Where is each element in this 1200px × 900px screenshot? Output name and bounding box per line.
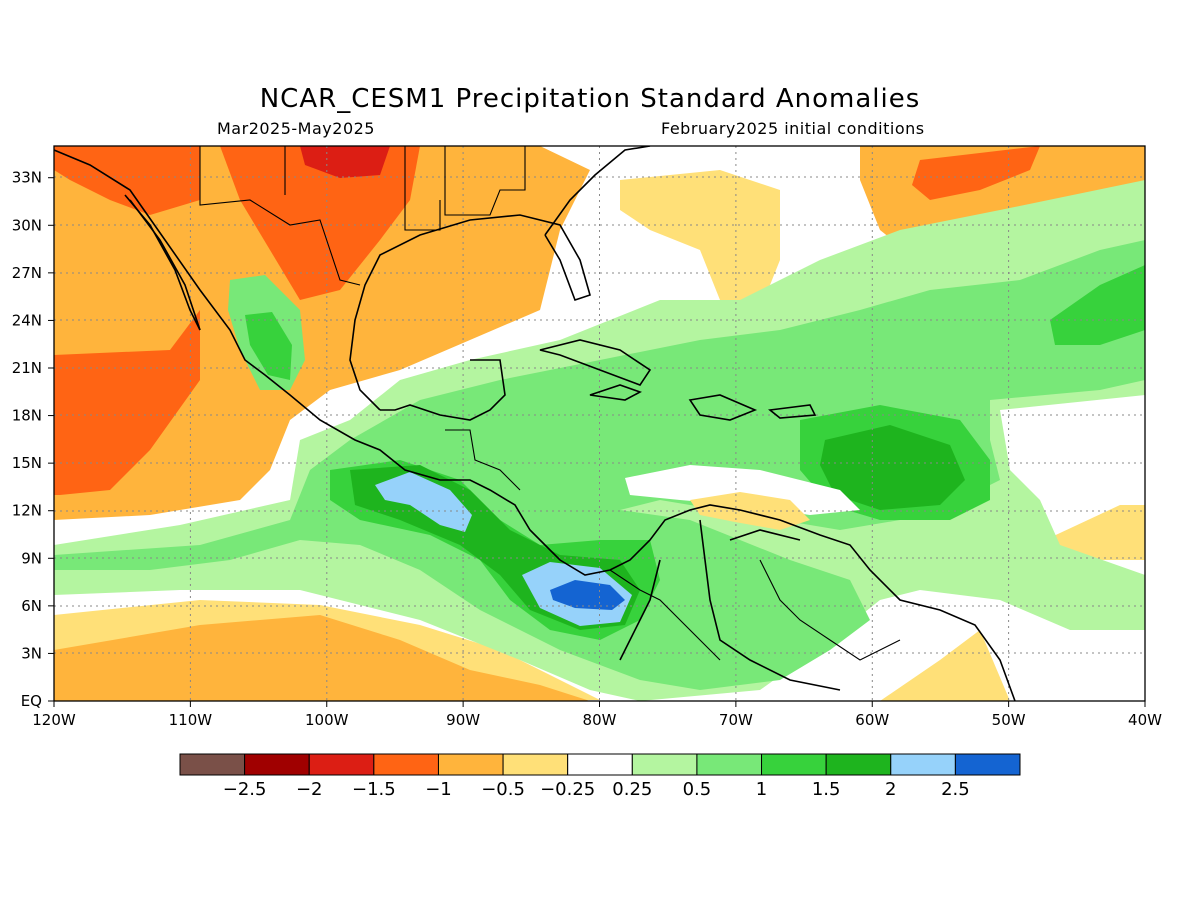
colorbar-swatch: [308, 753, 375, 776]
longitude-label: 70W: [719, 711, 753, 729]
latitude-label: EQ: [21, 692, 42, 710]
colorbar-label: 0.5: [683, 779, 712, 800]
colorbar-swatch: [502, 753, 569, 776]
forecast-period: Mar2025-May2025: [217, 119, 375, 138]
colorbar-swatch: [373, 753, 439, 776]
colorbar-swatch: [567, 753, 633, 776]
colorbar-swatch: [631, 753, 698, 776]
dry-anomaly-east-atlantic: [1045, 505, 1145, 560]
longitude-label: 100W: [305, 711, 349, 729]
dry-anomaly-mexico-coast: [54, 310, 200, 495]
longitude-label: 40W: [1128, 711, 1162, 729]
latitude-label: 6N: [21, 597, 42, 615]
dry-anomaly-west: [54, 146, 590, 520]
colorbar-label: 0.25: [612, 779, 652, 800]
dry-anomaly-mexico-north: [54, 146, 200, 215]
colorbar-swatch: [437, 753, 504, 776]
colorbar-label: 1.5: [812, 779, 841, 800]
colorbar-label: −0.5: [481, 779, 525, 800]
colorbar-swatch: [954, 753, 1021, 776]
latitude-label: 18N: [12, 407, 42, 425]
colorbar-label: −1: [425, 779, 452, 800]
colorbar-swatch: [696, 753, 763, 776]
colorbar-swatch: [179, 753, 246, 776]
initial-conditions-label: February2025 initial conditions: [661, 119, 925, 138]
very-wet-anomaly-guatemala: [375, 472, 472, 532]
latitude-label: 30N: [12, 216, 42, 234]
longitude-label: 120W: [32, 711, 76, 729]
colorbar-label: −1.5: [352, 779, 396, 800]
colorbar-swatch: [825, 753, 892, 776]
latitude-axis: 33N 30N 27N 24N 21N 18N 15N 12N 9N 6N 3N EQ: [12, 169, 42, 710]
country-borders: [199, 146, 901, 661]
anomaly-field: [54, 146, 1145, 701]
colorbar-label: −0.25: [540, 779, 595, 800]
dry-anomaly-caribbean-pocket: [625, 465, 860, 515]
latitude-label: 27N: [12, 264, 42, 282]
latitude-label: 24N: [12, 311, 42, 329]
colorbar-label: −2: [296, 779, 323, 800]
latitude-label: 15N: [12, 454, 42, 472]
latitude-label: 9N: [21, 549, 42, 567]
longitude-label: 110W: [169, 711, 213, 729]
longitude-axis: 120W 110W 100W 90W 80W 70W 60W 50W 40W: [32, 711, 1162, 729]
dry-anomaly-central-atlantic: [620, 170, 780, 310]
chart-title: NCAR_CESM1 Precipitation Standard Anomal…: [259, 84, 921, 114]
dry-anomaly-guyana: [880, 630, 1010, 701]
wet-anomaly-atlantic-core: [820, 425, 965, 510]
colorbar-label: 2.5: [941, 779, 970, 800]
colorbar-label: −2.5: [223, 779, 267, 800]
colorbar-labels: −2.5 −2 −1.5 −1 −0.5 −0.25 0.25 0.5 1 1.5 2 2.5: [223, 779, 970, 800]
wet-anomaly-mexico-pacific-core: [245, 312, 292, 380]
longitude-label: 50W: [992, 711, 1026, 729]
colorbar-swatch: [761, 753, 827, 776]
latitude-label: 12N: [12, 502, 42, 520]
strong-dry-anomaly: [300, 146, 390, 178]
longitude-label: 90W: [446, 711, 480, 729]
extreme-wet-anomaly-panama: [550, 580, 625, 610]
longitude-label: 80W: [583, 711, 617, 729]
colorbar-swatch: [890, 753, 956, 776]
colorbar-label: 2: [885, 779, 896, 800]
longitude-label: 60W: [855, 711, 889, 729]
dry-anomaly-south-pacific-core: [54, 615, 590, 701]
strong-dry-anomaly-atlantic: [912, 146, 1040, 200]
coastlines: [54, 146, 1016, 701]
colorbar-swatch: [244, 753, 310, 776]
colorbar: [179, 753, 1021, 776]
wet-anomaly-northeast-atlantic: [1050, 265, 1145, 345]
colorbar-label: 1: [756, 779, 767, 800]
dry-anomaly-texas: [220, 146, 420, 300]
latitude-label: 21N: [12, 359, 42, 377]
latitude-label: 3N: [21, 644, 42, 662]
latitude-label: 33N: [12, 169, 42, 187]
